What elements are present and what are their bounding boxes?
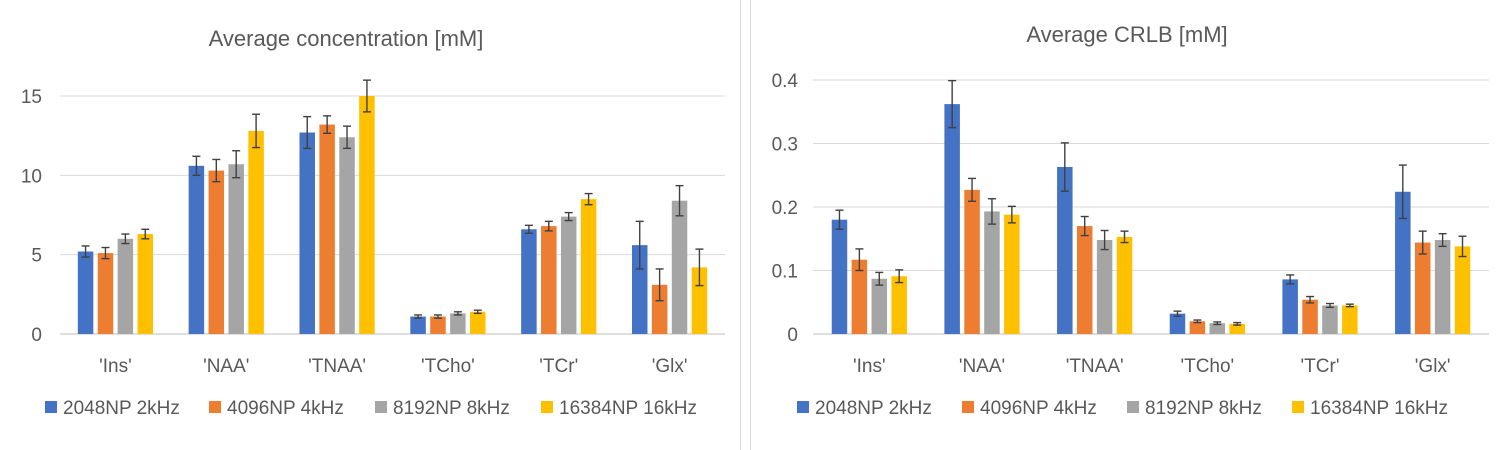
bar-tcho-4096np-4khz [430, 316, 446, 334]
bar-tcho-8192np-8khz [1209, 323, 1226, 334]
bar-glx-4096np-4khz [1414, 242, 1431, 334]
y-tick-label: 0.1 [772, 262, 798, 283]
legend-swatch-8192np-8khz [1127, 401, 1139, 413]
bar-ins-2048np-2khz [77, 251, 94, 334]
bar-ins-16384np-16khz [137, 234, 154, 334]
bar-tcho-16384np-16khz [1229, 323, 1245, 334]
x-category-label: 'Ins' [99, 356, 132, 377]
bar-tcho-2048np-2khz [1169, 313, 1186, 334]
crlb-chart: Average CRLB [mM] 0 0.1 0.2 0.3 0.4 'Ins' 'NAA'… [772, 22, 1489, 419]
x-category-label: 'TNAA' [1066, 356, 1124, 377]
bar-naa-8192np-8khz [984, 211, 1000, 334]
bar-tcr-4096np-4khz [541, 226, 557, 334]
bar-tnaa-2048np-2khz [299, 132, 315, 334]
x-category-label: 'TCho' [421, 356, 475, 377]
bar-tcr-8192np-8khz [560, 216, 577, 334]
bar-tnaa-4096np-4khz [1076, 226, 1093, 334]
y-tick-label: 0.4 [772, 71, 799, 92]
legend-swatch-16384np-16khz [1292, 401, 1304, 413]
legend-swatch-4096np-4khz [962, 401, 974, 413]
legend-swatch-8192np-8khz [375, 401, 387, 413]
legend-label: 16384NP 16kHz [559, 398, 697, 419]
bar-ins-4096np-4khz [851, 259, 868, 334]
chart-title: Average concentration [mM] [209, 26, 484, 51]
bar-glx-8192np-8khz [671, 200, 688, 334]
bar-naa-2048np-2khz [188, 165, 205, 334]
legend-label: 8192NP 8kHz [1145, 398, 1262, 419]
bar-glx-8192np-8khz [1434, 240, 1451, 334]
bar-ins-4096np-4khz [97, 253, 114, 334]
bar-tcr-2048np-2khz [521, 229, 537, 334]
x-category-label: 'TNAA' [308, 356, 366, 377]
bar-tnaa-8192np-8khz [1096, 240, 1113, 334]
bar-tcho-16384np-16khz [470, 311, 486, 334]
legend-label: 16384NP 16kHz [1310, 398, 1448, 419]
bar-ins-8192np-8khz [871, 278, 888, 334]
bar-glx-16384np-16khz [1454, 246, 1471, 334]
bar-tnaa-16384np-16khz [359, 96, 375, 334]
legend-swatch-2048np-2khz [797, 401, 809, 413]
x-category-label: 'TCr' [1301, 356, 1340, 377]
legend-label: 4096NP 4kHz [227, 398, 344, 419]
concentration-chart-panel: Average concentration [mM] 0 5 10 15 'Ins' 'NA… [0, 0, 741, 450]
bar-naa-4096np-4khz [208, 170, 225, 334]
y-tick-label: 10 [21, 166, 42, 187]
x-category-label: 'Ins' [853, 356, 886, 377]
legend-swatch-2048np-2khz [45, 401, 57, 413]
x-category-label: 'NAA' [959, 356, 1005, 377]
y-tick-label: 0 [787, 325, 798, 346]
bar-tcr-8192np-8khz [1322, 305, 1338, 334]
y-tick-label: 0.3 [772, 135, 798, 156]
bar-glx-2048np-2khz [631, 245, 648, 334]
bar-tcho-4096np-4khz [1189, 321, 1206, 334]
bar-naa-2048np-2khz [944, 104, 960, 334]
legend-swatch-16384np-16khz [541, 401, 553, 413]
bar-tcr-16384np-16khz [1342, 305, 1358, 334]
y-tick-label: 0 [31, 325, 42, 346]
bar-naa-8192np-8khz [228, 164, 244, 334]
y-tick-label: 5 [31, 246, 42, 267]
bar-naa-4096np-4khz [964, 189, 980, 334]
bar-naa-16384np-16khz [1004, 214, 1020, 334]
x-category-label: 'NAA' [203, 356, 249, 377]
x-category-label: 'TCho' [1180, 356, 1234, 377]
bar-ins-16384np-16khz [891, 276, 907, 334]
bar-tcho-2048np-2khz [410, 316, 426, 334]
y-tick-label: 0.2 [772, 198, 798, 219]
bar-ins-2048np-2khz [831, 219, 848, 334]
x-category-label: 'TCr' [539, 356, 578, 377]
y-tick-label: 15 [21, 87, 42, 108]
bar-tcr-2048np-2khz [1282, 279, 1298, 334]
x-category-label: 'Glx' [652, 356, 688, 377]
legend-label: 8192NP 8kHz [393, 398, 510, 419]
legend-label: 2048NP 2kHz [63, 398, 180, 419]
bar-ins-8192np-8khz [117, 238, 134, 334]
bar-tnaa-8192np-8khz [339, 137, 355, 334]
legend-label: 4096NP 4kHz [980, 398, 1097, 419]
bar-glx-4096np-4khz [651, 284, 668, 334]
legend-label: 2048NP 2kHz [815, 398, 932, 419]
bar-tcr-16384np-16khz [580, 199, 597, 334]
bar-tnaa-2048np-2khz [1057, 166, 1073, 334]
bar-tcr-4096np-4khz [1302, 299, 1318, 334]
bar-naa-16384np-16khz [248, 130, 264, 334]
bar-tnaa-16384np-16khz [1116, 236, 1133, 334]
bar-glx-2048np-2khz [1395, 191, 1411, 334]
x-category-label: 'Glx' [1415, 356, 1451, 377]
bar-tnaa-4096np-4khz [319, 124, 335, 334]
bar-glx-16384np-16khz [691, 267, 708, 334]
chart-title: Average CRLB [mM] [1026, 22, 1227, 47]
concentration-chart: Average concentration [mM] 0 5 10 15 'Ins' 'NA… [21, 26, 725, 419]
crlb-chart-panel: Average CRLB [mM] 0 0.1 0.2 0.3 0.4 'Ins' 'NAA'… [750, 0, 1501, 450]
bar-tcho-8192np-8khz [450, 313, 466, 334]
legend-swatch-4096np-4khz [209, 401, 221, 413]
